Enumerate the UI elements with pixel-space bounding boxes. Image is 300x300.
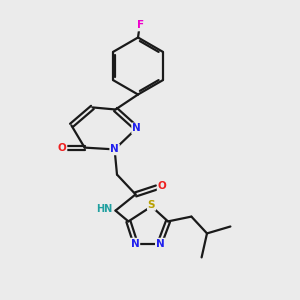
- Text: HN: HN: [96, 204, 112, 214]
- Text: N: N: [110, 144, 119, 154]
- Text: N: N: [130, 238, 140, 249]
- Text: N: N: [156, 238, 165, 249]
- Text: N: N: [132, 123, 141, 134]
- Text: S: S: [148, 200, 155, 210]
- Text: F: F: [137, 20, 144, 31]
- Text: O: O: [58, 142, 67, 153]
- Text: O: O: [158, 181, 166, 191]
